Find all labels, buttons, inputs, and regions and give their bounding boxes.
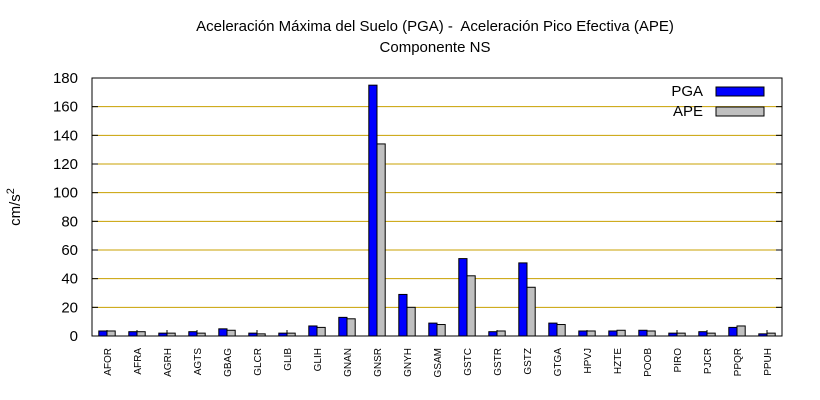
x-tick-label: PPQR xyxy=(733,348,744,376)
x-tick-label: AGTS xyxy=(193,348,204,376)
chart-title-block: Aceleración Máxima del Suelo (PGA) - Ace… xyxy=(0,16,820,58)
y-axis-label-exponent: 2 xyxy=(5,188,17,194)
bar-pga xyxy=(548,322,558,337)
y-tick-label: 160 xyxy=(53,99,78,116)
bar-ape xyxy=(526,286,536,337)
x-tick-label: GSTR xyxy=(493,348,504,376)
x-tick-label: POOB xyxy=(643,348,654,377)
x-tick-label: GLCR xyxy=(253,348,264,376)
y-tick-label: 60 xyxy=(61,242,78,259)
chart-subtitle: Componente NS xyxy=(379,39,491,56)
y-tick-label: 120 xyxy=(53,156,78,173)
x-tick-label: GLIB xyxy=(283,348,294,371)
bar-ape xyxy=(406,306,416,337)
y-tick-label: 80 xyxy=(61,213,78,230)
x-tick-label: GSTZ xyxy=(523,348,534,375)
bar-pga xyxy=(578,330,588,337)
bar-pga xyxy=(638,329,648,337)
bar-ape xyxy=(496,330,506,337)
y-axis-ticks: 0 20 40 60 80 100 120 140 160 180 xyxy=(53,70,782,345)
legend-label: PGA xyxy=(671,83,703,100)
x-tick-label: GBAG xyxy=(223,348,234,377)
legend-swatch xyxy=(715,106,765,117)
x-tick-label: AGRH xyxy=(163,348,174,377)
bar-pga xyxy=(188,331,198,337)
bar-pga xyxy=(728,326,738,337)
y-tick-label: 40 xyxy=(61,271,78,288)
bar-pga xyxy=(218,328,228,337)
bar-pga xyxy=(398,293,408,337)
x-tick-label: AFRA xyxy=(133,348,144,375)
bar-pga xyxy=(128,331,138,337)
x-tick-label: HPVJ xyxy=(583,348,594,374)
bar-ape xyxy=(316,326,326,337)
legend: PGA APE xyxy=(671,83,765,120)
x-tick-label: PJCR xyxy=(703,348,714,374)
bar-ape xyxy=(226,329,236,337)
x-tick-label: GNYH xyxy=(403,348,414,377)
bar-pga xyxy=(368,84,378,337)
bar-pga xyxy=(518,262,528,337)
x-tick-label: GSTC xyxy=(463,348,474,376)
y-tick-label: 140 xyxy=(53,127,78,144)
x-tick-label: GLIH xyxy=(313,348,324,371)
x-tick-label: HZTE xyxy=(613,348,624,374)
bar-pga xyxy=(488,331,498,337)
bar-pga xyxy=(338,316,348,337)
y-tick-label: 100 xyxy=(53,185,78,202)
legend-swatch xyxy=(715,86,765,97)
bar-pga xyxy=(698,331,708,337)
y-tick-label: 0 xyxy=(70,328,78,345)
x-tick-label: GTGA xyxy=(553,348,564,377)
x-tick-label: GNAN xyxy=(343,348,354,377)
bar-pga xyxy=(458,258,468,337)
bar-ape xyxy=(466,275,476,337)
legend-label: APE xyxy=(673,103,703,120)
x-tick-label: PPUH xyxy=(763,348,774,376)
bar-ape xyxy=(736,325,746,337)
bar-ape xyxy=(436,324,446,337)
bar-ape xyxy=(136,331,146,337)
bar-ape xyxy=(376,143,386,337)
bar-ape xyxy=(646,330,656,337)
y-tick-label: 180 xyxy=(53,70,78,87)
bar-ape xyxy=(616,329,626,337)
chart-title: Aceleración Máxima del Suelo (PGA) - Ace… xyxy=(196,18,674,35)
bar-ape xyxy=(556,324,566,337)
x-tick-label: PIRO xyxy=(673,348,684,373)
x-tick-label: GNSR xyxy=(373,348,384,377)
bars xyxy=(98,84,776,337)
x-tick-label: AFOR xyxy=(103,348,114,376)
x-tick-label: GSAM xyxy=(433,348,444,377)
bar-ape xyxy=(586,330,596,337)
bar-pga xyxy=(608,330,618,337)
bar-pga xyxy=(308,325,318,337)
bar-ape xyxy=(346,318,356,337)
bar-pga xyxy=(98,330,108,337)
x-axis-ticks: AFOR AFRA AGRH AGTS GBAG GLCR GLIB GLIH GNAN GNSR… xyxy=(103,330,774,377)
y-tick-label: 20 xyxy=(61,299,78,316)
y-axis-label-unit: cm/s xyxy=(7,194,24,226)
grid-lines xyxy=(92,106,782,308)
bar-ape xyxy=(106,330,116,337)
bar-pga xyxy=(428,322,438,337)
y-axis-label: cm/s2 xyxy=(5,188,24,226)
